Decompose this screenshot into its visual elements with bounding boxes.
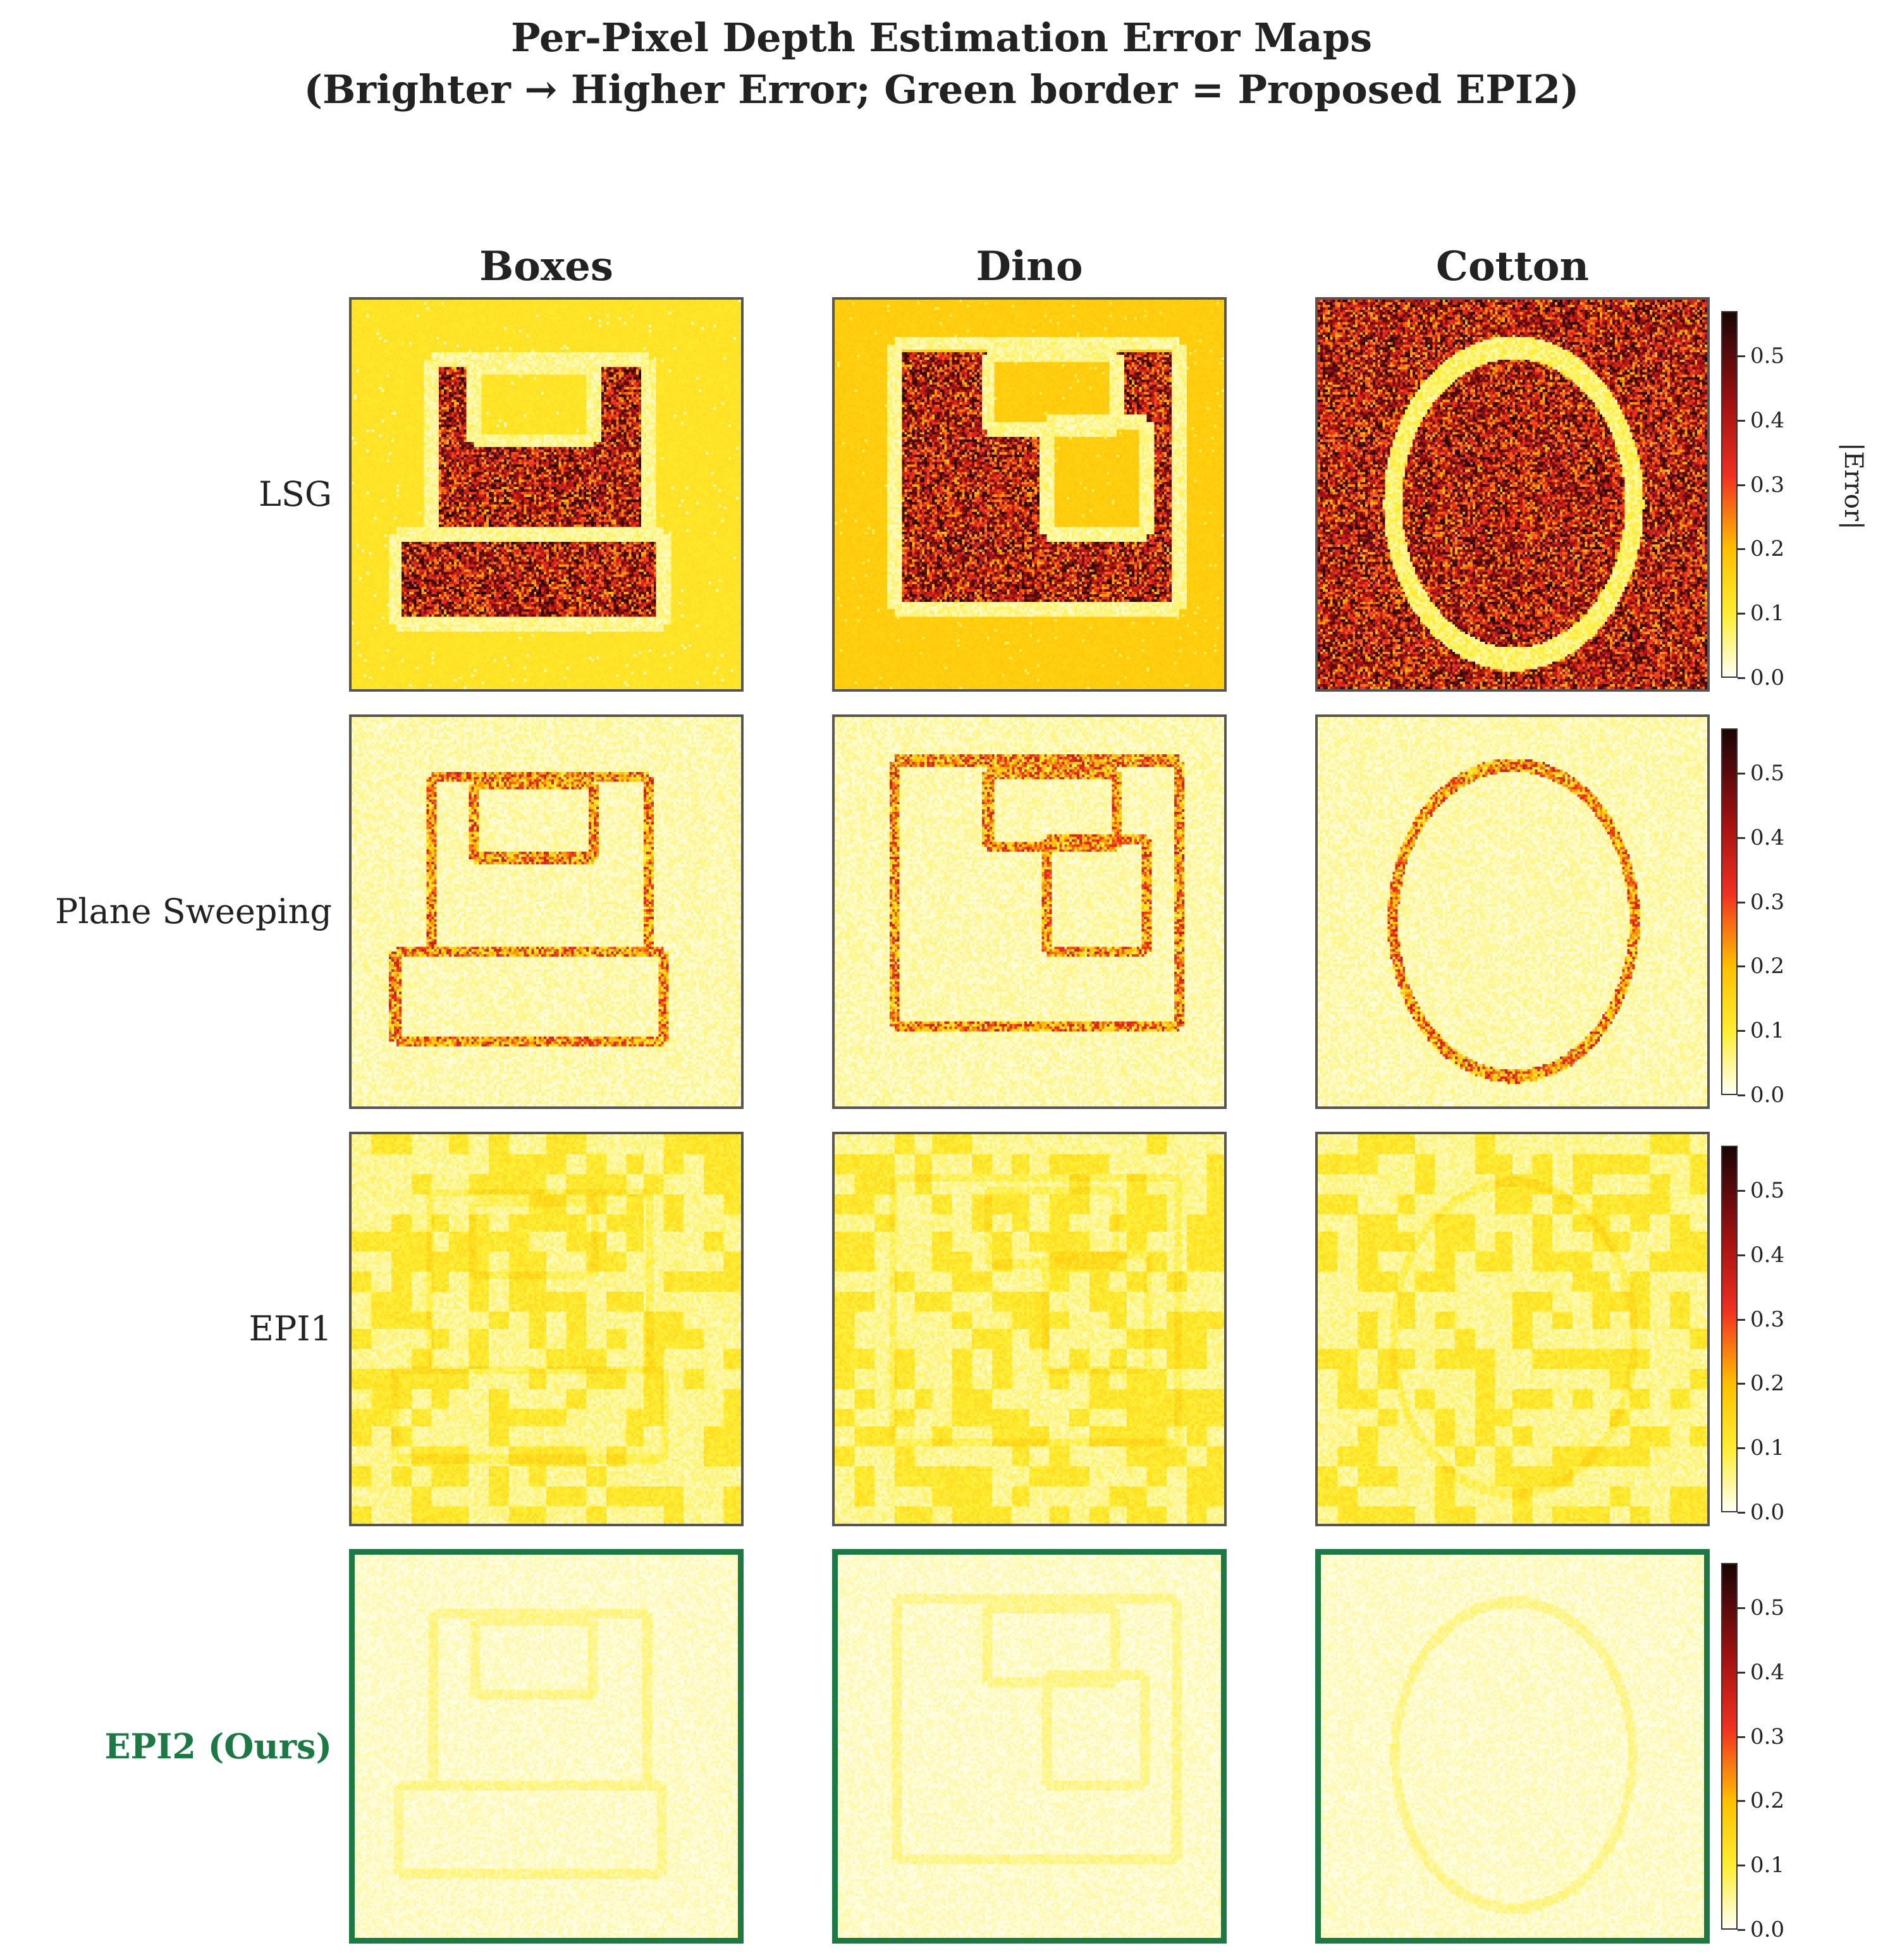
colorbar-tick-mark <box>1738 1929 1745 1931</box>
colorbar-tick-label: 0.5 <box>1750 761 1785 787</box>
colorbar-tick-mark <box>1738 548 1745 551</box>
colorbar-tick-label: 0.0 <box>1750 1917 1785 1942</box>
colorbar-tick-label: 0.4 <box>1750 824 1785 850</box>
row-label-epi2-ours: EPI2 (Ours) <box>104 1726 332 1767</box>
error-map-dino-epi2-ours <box>832 1549 1227 1944</box>
error-map-canvas <box>352 1134 741 1524</box>
error-map-canvas <box>352 717 741 1106</box>
colorbar-tick-mark <box>1738 836 1745 839</box>
error-map-boxes-epi2-ours <box>349 1549 744 1944</box>
colorbar-tick-label: 0.1 <box>1750 1018 1785 1044</box>
colorbar-tick-mark <box>1738 1865 1745 1867</box>
colorbar-tick-mark <box>1738 965 1745 968</box>
colorbar-tick-label: 0.1 <box>1750 1853 1785 1878</box>
colorbar-tick-mark <box>1738 613 1745 615</box>
colorbar-tick-mark <box>1738 1800 1745 1803</box>
colorbar-tick-mark <box>1738 1190 1745 1192</box>
column-title-dino: Dino <box>976 243 1083 290</box>
error-map-dino-lsg <box>832 297 1227 692</box>
row-label-epi1: EPI1 <box>248 1309 332 1349</box>
colorbar-tick-mark <box>1738 419 1745 422</box>
colorbar-tick-mark <box>1738 1383 1745 1385</box>
column-title-boxes: Boxes <box>479 243 613 290</box>
colorbar-tick-label: 0.5 <box>1750 1178 1785 1204</box>
colorbar-tick-mark <box>1738 1094 1745 1096</box>
error-map-canvas <box>835 1134 1224 1524</box>
error-map-canvas <box>352 300 741 689</box>
column-title-cotton: Cotton <box>1436 243 1589 290</box>
colorbar-tick-label: 0.0 <box>1750 1082 1785 1108</box>
colorbar <box>1721 728 1738 1095</box>
colorbar <box>1721 311 1738 678</box>
colorbar-tick-label: 0.3 <box>1750 472 1785 498</box>
colorbar-tick-mark <box>1738 1512 1745 1514</box>
colorbar-tick-label: 0.2 <box>1750 953 1785 979</box>
colorbar-tick-label: 0.3 <box>1750 889 1785 915</box>
colorbar-tick-label: 0.5 <box>1750 1595 1785 1621</box>
error-map-dino-epi1 <box>832 1132 1227 1526</box>
colorbar-tick-mark <box>1738 1607 1745 1610</box>
colorbar-tick-label: 0.4 <box>1750 1242 1785 1268</box>
error-map-canvas <box>1318 1134 1707 1524</box>
colorbar-tick-label: 0.1 <box>1750 1435 1785 1461</box>
error-map-canvas <box>835 300 1224 689</box>
error-map-cotton-epi1 <box>1315 1132 1710 1526</box>
error-map-canvas <box>1321 1555 1704 1938</box>
chart-title-line-1: Per-Pixel Depth Estimation Error Maps <box>511 15 1372 61</box>
colorbar-tick-mark <box>1738 1318 1745 1321</box>
colorbar-tick-mark <box>1738 355 1745 358</box>
error-map-canvas <box>355 1555 738 1938</box>
error-map-boxes-plane-sweeping <box>349 714 744 1109</box>
colorbar-label: |Error| <box>1839 443 1868 530</box>
chart-title-line-2: (Brighter → Higher Error; Green border =… <box>304 66 1579 113</box>
colorbar-tick-label: 0.5 <box>1750 343 1785 369</box>
colorbar-tick-label: 0.4 <box>1750 1659 1785 1685</box>
colorbar-tick-mark <box>1738 677 1745 679</box>
colorbar-tick-mark <box>1738 773 1745 775</box>
colorbar <box>1721 1146 1738 1512</box>
error-map-canvas <box>1318 300 1707 689</box>
colorbar-tick-mark <box>1738 901 1745 903</box>
colorbar-tick-mark <box>1738 1736 1745 1738</box>
error-map-boxes-lsg <box>349 297 744 692</box>
colorbar-tick-mark <box>1738 1671 1745 1674</box>
colorbar-tick-label: 0.3 <box>1750 1724 1785 1749</box>
error-map-cotton-lsg <box>1315 297 1710 692</box>
colorbar-tick-label: 0.4 <box>1750 407 1785 433</box>
error-map-cotton-epi2-ours <box>1315 1549 1710 1944</box>
error-map-boxes-epi1 <box>349 1132 744 1526</box>
colorbar-tick-label: 0.3 <box>1750 1306 1785 1332</box>
error-map-cotton-plane-sweeping <box>1315 714 1710 1109</box>
colorbar-tick-label: 0.0 <box>1750 665 1785 690</box>
colorbar-tick-label: 0.2 <box>1750 536 1785 562</box>
colorbar-tick-mark <box>1738 484 1745 486</box>
row-label-plane-sweeping: Plane Sweeping <box>54 891 332 931</box>
error-map-canvas <box>835 717 1224 1106</box>
colorbar-tick-label: 0.2 <box>1750 1371 1785 1397</box>
colorbar-tick-mark <box>1738 1254 1745 1256</box>
error-map-canvas <box>838 1555 1221 1938</box>
colorbar <box>1721 1563 1738 1930</box>
error-map-canvas <box>1318 717 1707 1106</box>
error-map-dino-plane-sweeping <box>832 714 1227 1109</box>
colorbar-tick-label: 0.2 <box>1750 1788 1785 1814</box>
colorbar-tick-mark <box>1738 1030 1745 1032</box>
row-label-lsg: LSG <box>259 474 332 514</box>
colorbar-tick-mark <box>1738 1447 1745 1450</box>
colorbar-tick-label: 0.0 <box>1750 1500 1785 1525</box>
colorbar-tick-label: 0.1 <box>1750 601 1785 627</box>
